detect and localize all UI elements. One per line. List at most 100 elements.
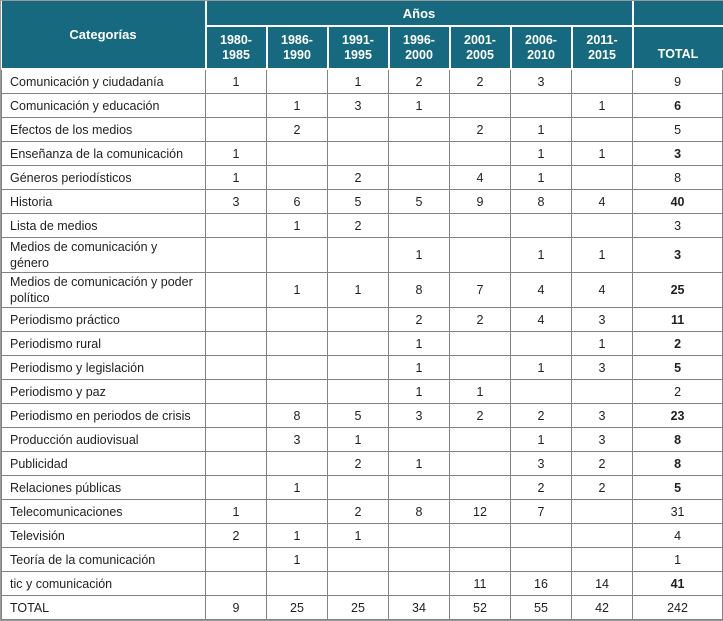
value-cell: 4 xyxy=(510,272,572,308)
value-cell xyxy=(570,523,634,548)
row-total-cell: 3 xyxy=(632,141,723,166)
table-row: Comunicación y educación 1 3 1 1 6 xyxy=(1,93,723,118)
value-cell: 3 xyxy=(570,403,634,428)
value-cell xyxy=(510,93,572,118)
value-cell: 3 xyxy=(510,451,572,476)
value-cell: 55 xyxy=(510,595,572,620)
value-cell: 1 xyxy=(205,499,267,524)
value-cell: 1 xyxy=(266,93,328,118)
table-row: Telecomunicaciones 1 2 8 12 7 31 xyxy=(1,499,723,524)
value-cell: 4 xyxy=(570,189,634,214)
table-row: Comunicación y ciudadanía 1 1 2 2 3 9 xyxy=(1,68,723,94)
table-row: Géneros periodísticos 1 2 4 1 8 xyxy=(1,165,723,190)
value-cell xyxy=(388,547,450,572)
table-row: Historia 3 6 5 5 9 8 4 40 xyxy=(1,189,723,214)
value-cell xyxy=(266,571,328,596)
table-row: Periodismo rural 1 1 2 xyxy=(1,331,723,356)
value-cell xyxy=(570,499,634,524)
value-cell: 2 xyxy=(327,499,389,524)
value-cell: 3 xyxy=(327,93,389,118)
value-cell: 12 xyxy=(449,499,511,524)
value-cell xyxy=(205,117,267,142)
value-cell xyxy=(388,571,450,596)
category-cell: Periodismo y paz xyxy=(1,379,206,404)
value-cell: 1 xyxy=(388,355,450,380)
value-cell xyxy=(510,547,572,572)
row-total-cell: 8 xyxy=(632,451,723,476)
table-row: Periodismo práctico 2 2 4 3 11 xyxy=(1,307,723,332)
value-cell xyxy=(266,451,328,476)
value-cell: 1 xyxy=(388,331,450,356)
value-cell xyxy=(266,499,328,524)
table-row: Medios de comunicación y poder político 1… xyxy=(1,272,723,308)
value-cell: 3 xyxy=(570,355,634,380)
table-body: Comunicación y ciudadanía 1 1 2 2 3 9 Comunicac… xyxy=(1,68,723,620)
value-cell: 1 xyxy=(510,117,572,142)
value-cell xyxy=(205,272,267,308)
row-total-cell: 31 xyxy=(632,499,723,524)
value-cell xyxy=(327,141,389,166)
value-cell: 8 xyxy=(266,403,328,428)
value-cell xyxy=(449,93,511,118)
value-cell xyxy=(266,237,328,273)
year-column-header: 1986- 1990 xyxy=(265,25,329,70)
value-cell xyxy=(570,117,634,142)
value-cell xyxy=(205,213,267,238)
value-cell xyxy=(388,427,450,452)
category-cell: Comunicación y educación xyxy=(1,93,206,118)
category-cell: Producción audiovisual xyxy=(1,427,206,452)
table-row: Medios de comunicación y género 1 1 1 3 xyxy=(1,237,723,273)
value-cell: 1 xyxy=(205,68,267,94)
value-cell xyxy=(388,141,450,166)
value-cell: 1 xyxy=(388,93,450,118)
value-cell: 1 xyxy=(388,451,450,476)
value-cell xyxy=(327,237,389,273)
category-cell: Teoría de la comunicación xyxy=(1,547,206,572)
category-cell: Publicidad xyxy=(1,451,206,476)
year-column-header: 1980- 1985 xyxy=(204,25,268,70)
value-cell xyxy=(205,379,267,404)
value-cell: 1 xyxy=(327,272,389,308)
value-cell: 2 xyxy=(510,403,572,428)
row-total-cell: 1 xyxy=(632,547,723,572)
value-cell xyxy=(388,117,450,142)
value-cell xyxy=(266,68,328,94)
value-cell: 2 xyxy=(205,523,267,548)
value-cell: 34 xyxy=(388,595,450,620)
value-cell: 5 xyxy=(327,403,389,428)
category-cell: Enseñanza de la comunicación xyxy=(1,141,206,166)
value-cell xyxy=(205,237,267,273)
value-cell xyxy=(266,331,328,356)
header-corner-cell xyxy=(631,1,723,27)
value-cell xyxy=(205,403,267,428)
table-row: Periodismo y legislación 1 1 3 5 xyxy=(1,355,723,380)
value-cell xyxy=(510,331,572,356)
table-row: Televisión 2 1 1 4 xyxy=(1,523,723,548)
value-cell xyxy=(449,331,511,356)
row-total-cell: 2 xyxy=(632,331,723,356)
value-cell: 1 xyxy=(266,475,328,500)
value-cell xyxy=(388,523,450,548)
header-row-columns: 1980- 1985 1986- 1990 1991- 1995 1996- 2… xyxy=(2,25,723,70)
row-total-cell: 11 xyxy=(632,307,723,332)
value-cell xyxy=(570,165,634,190)
value-cell: 2 xyxy=(510,475,572,500)
value-cell xyxy=(327,307,389,332)
value-cell: 2 xyxy=(266,117,328,142)
category-cell: Relaciones públicas xyxy=(1,475,206,500)
value-cell: 1 xyxy=(570,141,634,166)
row-total-cell: 9 xyxy=(632,68,723,94)
row-total-cell: 242 xyxy=(632,595,723,620)
value-cell: 2 xyxy=(449,307,511,332)
value-cell xyxy=(205,571,267,596)
row-total-cell: 4 xyxy=(632,523,723,548)
value-cell xyxy=(449,355,511,380)
row-total-cell: 40 xyxy=(632,189,723,214)
value-cell xyxy=(570,547,634,572)
category-cell: Lista de medios xyxy=(1,213,206,238)
value-cell: 52 xyxy=(449,595,511,620)
value-cell: 8 xyxy=(388,499,450,524)
value-cell: 6 xyxy=(266,189,328,214)
value-cell xyxy=(327,117,389,142)
value-cell xyxy=(327,547,389,572)
